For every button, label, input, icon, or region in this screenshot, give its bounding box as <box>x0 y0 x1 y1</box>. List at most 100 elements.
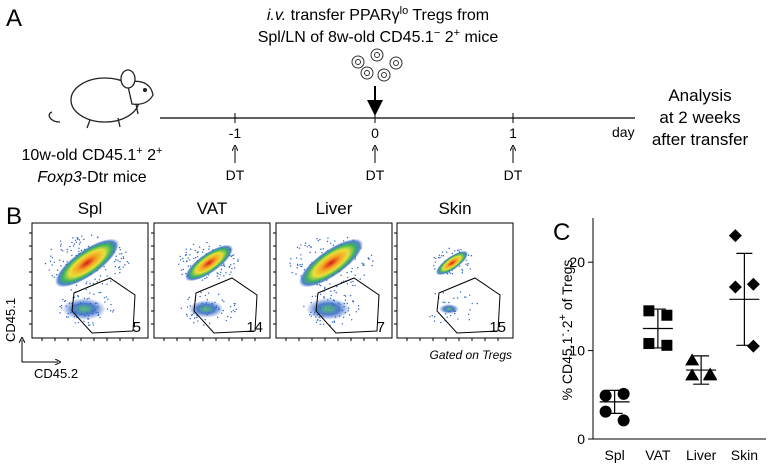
event-dot <box>297 264 299 267</box>
event-dot <box>330 242 332 245</box>
gate-percent: 15 <box>489 319 506 336</box>
event-dot <box>330 294 332 297</box>
event-dot <box>204 318 206 321</box>
plot-frame <box>396 222 514 339</box>
event-dot <box>120 257 123 260</box>
event-dot <box>98 291 100 294</box>
event-dot <box>118 266 121 268</box>
event-dot <box>124 264 126 266</box>
event-dot <box>319 293 322 295</box>
y-tick-label: 0 <box>577 431 585 447</box>
text-part: + <box>136 145 142 157</box>
event-dot <box>71 254 73 257</box>
event-dot <box>60 307 63 309</box>
event-dot <box>442 292 445 294</box>
data-point <box>617 414 630 427</box>
event-dot <box>110 280 112 282</box>
event-dot <box>119 253 121 255</box>
event-dot <box>471 302 473 305</box>
event-dot <box>233 257 235 260</box>
event-dot <box>355 311 358 313</box>
event-dot <box>296 267 298 269</box>
gate-percent: 7 <box>377 319 385 336</box>
event-dot <box>456 297 459 299</box>
event-dot <box>433 320 436 322</box>
event-dot <box>370 254 373 256</box>
x-tick-label: VAT <box>645 447 671 463</box>
text-part: - <box>557 333 569 337</box>
event-dot <box>64 299 67 302</box>
event-dot <box>363 263 365 265</box>
event-dot <box>180 307 183 310</box>
event-dot <box>85 282 87 285</box>
event-dot <box>357 308 360 310</box>
event-dot <box>467 313 470 316</box>
event-dot <box>202 248 205 251</box>
event-dot <box>469 294 471 296</box>
event-dot <box>431 315 433 317</box>
mouse-text: Foxp3-Dtr mice <box>37 169 146 186</box>
event-dot <box>349 294 352 297</box>
event-dot <box>193 257 195 260</box>
event-dot <box>322 323 325 326</box>
event-dot <box>63 300 66 303</box>
event-dot <box>83 320 85 323</box>
event-dot <box>53 276 56 278</box>
event-dot <box>115 259 117 261</box>
event-dot <box>469 309 471 311</box>
event-dot <box>319 323 321 326</box>
event-dot <box>88 324 90 326</box>
event-dot <box>198 246 201 248</box>
event-dot <box>300 244 302 246</box>
event-dot <box>225 319 228 322</box>
x-axis-label: CD45.2 <box>34 366 78 381</box>
event-dot <box>201 279 204 281</box>
event-dot <box>451 252 454 255</box>
event-dot <box>216 275 218 277</box>
event-dot <box>300 258 302 260</box>
gate-percent: 5 <box>133 319 141 336</box>
timeline-tick-label: -1 <box>229 125 242 141</box>
event-dot <box>83 238 85 241</box>
event-dot <box>321 251 323 254</box>
data-point <box>685 353 700 366</box>
event-dot <box>324 287 326 290</box>
event-dot <box>371 264 373 267</box>
event-dot <box>350 271 353 273</box>
event-dot <box>110 303 112 306</box>
event-dot <box>66 248 68 251</box>
event-dot <box>119 249 121 251</box>
event-dot <box>304 244 306 247</box>
data-point <box>728 229 742 243</box>
event-dot <box>308 244 310 247</box>
event-dot <box>359 278 361 280</box>
analysis-text: at 2 weeks <box>659 108 740 127</box>
event-dot <box>445 251 448 253</box>
event-dot <box>65 316 68 318</box>
event-dot <box>78 239 81 241</box>
event-dot <box>323 296 325 298</box>
event-dot <box>233 302 235 305</box>
mouse <box>48 69 154 129</box>
density <box>439 304 459 314</box>
text-part: transfer PPARγ <box>286 7 400 24</box>
event-dot <box>109 310 112 312</box>
event-dot <box>194 249 197 252</box>
event-dot <box>71 241 73 244</box>
text-part: Spl/LN of 8w-old CD45.1 <box>258 29 434 46</box>
text-part: ·2 <box>559 320 575 333</box>
event-dot <box>114 272 116 275</box>
event-dot <box>99 291 102 294</box>
event-dot <box>329 283 331 285</box>
event-dot <box>334 240 336 242</box>
event-dot <box>226 315 229 318</box>
event-dot <box>457 318 459 320</box>
timeline-tick-label: 0 <box>371 125 379 141</box>
event-dot <box>70 249 72 252</box>
event-dot <box>104 268 107 271</box>
event-dot <box>79 241 81 244</box>
event-dot <box>75 241 78 244</box>
event-dot <box>185 254 187 256</box>
data-point <box>643 338 655 350</box>
density <box>184 244 234 282</box>
